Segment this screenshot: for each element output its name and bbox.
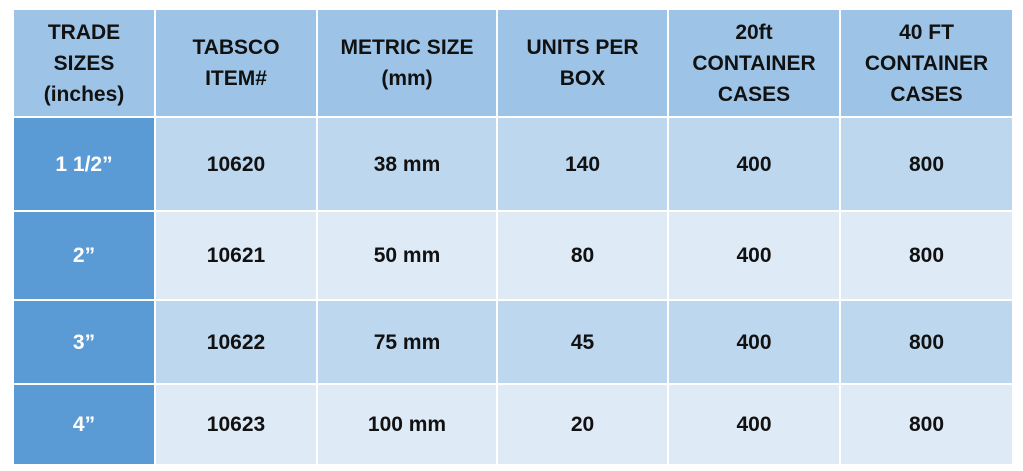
table-cell: 400 [669,212,839,299]
cell-text: 75 mm [373,330,441,354]
cell-text: 400 [736,244,772,267]
table-cell: 800 [841,301,1012,383]
cell-text: 400 [736,152,772,176]
header-text: SIZES [53,51,115,75]
header-text: (inches) [43,82,125,106]
cell-text: 800 [908,330,945,354]
table-cell: 800 [841,212,1012,299]
cell-text: 1 1/2” [55,152,113,176]
row-header-cell: 1 1/2” [14,118,154,210]
table-cell: 45 [498,301,667,383]
cell-text: 10621 [206,244,266,267]
table-cell: 400 [669,385,839,464]
header-cell: METRIC SIZE (mm) [318,10,496,116]
cell-text: 800 [908,152,945,176]
table: TRADE SIZES (inches) TABSCO ITEM# METRIC SIZE… [14,10,1012,464]
table-cell: 50 mm [318,212,496,299]
cell-text: 400 [736,330,772,354]
cell-text: 400 [736,413,772,436]
header-text: TABSCO [192,36,280,59]
cell-text: 2” [72,244,96,267]
cell-text: 3” [72,330,96,354]
table-cell: 10622 [156,301,316,383]
table-cell: 400 [669,118,839,210]
header-text: (mm) [381,67,433,90]
header-text: METRIC SIZE [340,36,474,59]
cell-text: 140 [564,152,601,176]
header-text: CASES [717,82,791,106]
header-text: CASES [890,82,963,106]
table-cell: 20 [498,385,667,464]
cell-text: 800 [908,244,945,267]
header-cell: UNITS PER BOX [498,10,667,116]
cell-text: 20 [570,413,595,436]
header-text: ITEM# [205,67,267,90]
header-text: BOX [559,67,606,90]
header-text: 20ft [735,20,773,44]
cell-text: 4” [72,413,96,436]
table-cell: 75 mm [318,301,496,383]
row-header-cell: 4” [14,385,154,464]
row-header-cell: 3” [14,301,154,383]
header-text: CONTAINER [692,51,816,75]
table-cell: 10620 [156,118,316,210]
cell-text: 10620 [206,152,266,176]
table-cell: 800 [841,118,1012,210]
cell-text: 38 mm [373,152,441,176]
header-text: TRADE [47,20,121,44]
header-cell: TABSCO ITEM# [156,10,316,116]
header-cell: 20ft CONTAINER CASES [669,10,839,116]
header-cell: 40 FT CONTAINER CASES [841,10,1012,116]
table-cell: 400 [669,301,839,383]
header-text: CONTAINER [864,51,989,75]
cell-text: 100 mm [367,413,447,436]
table-cell: 10623 [156,385,316,464]
header-text: UNITS PER [526,36,639,59]
header-text: 40 FT [899,20,954,44]
table-cell: 800 [841,385,1012,464]
header-cell: TRADE SIZES (inches) [14,10,154,116]
table-cell: 80 [498,212,667,299]
cell-text: 50 mm [373,244,441,267]
cell-text: 10623 [206,413,266,436]
cell-text: 80 [570,244,595,267]
cell-text: 45 [570,330,595,354]
table-cell: 140 [498,118,667,210]
cell-text: 10622 [206,330,266,354]
table-cell: 38 mm [318,118,496,210]
table-cell: 100 mm [318,385,496,464]
row-header-cell: 2” [14,212,154,299]
table-cell: 10621 [156,212,316,299]
cell-text: 800 [908,413,945,436]
